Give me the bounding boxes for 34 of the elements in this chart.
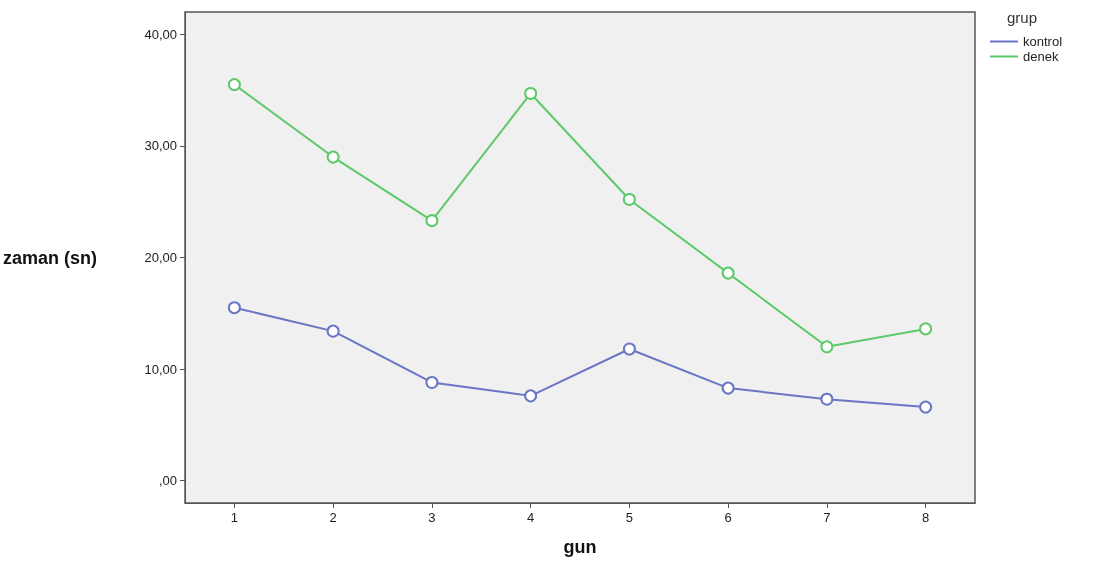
x-tick-label: 3 [428, 510, 436, 525]
x-tick-label: 2 [329, 510, 337, 525]
point [227, 301, 241, 315]
y-tick-label: 40,00 [144, 26, 178, 42]
y-tick-label: 30,00 [144, 138, 178, 154]
x-tick-label: 6 [724, 510, 732, 525]
y-tick-label: ,00 [158, 473, 178, 489]
point [721, 381, 735, 395]
point [820, 392, 834, 406]
y-tick-label: 20,00 [144, 250, 178, 265]
point [919, 322, 933, 336]
x-tick-label: 5 [625, 510, 633, 525]
point [919, 400, 933, 414]
point [227, 78, 241, 92]
legend-label: kontrol [1023, 34, 1063, 49]
legend-title: grup [1007, 9, 1038, 26]
point [622, 192, 636, 206]
point [622, 342, 636, 356]
point [820, 340, 834, 354]
x-tick-label: 7 [823, 510, 831, 525]
x-tick-label: 8 [922, 510, 930, 525]
point [326, 324, 340, 338]
point [425, 214, 439, 228]
legend-label: denek [1023, 49, 1059, 64]
point [326, 150, 340, 164]
point [524, 389, 538, 403]
x-tick-label: 4 [527, 510, 535, 525]
point [425, 375, 439, 389]
y-axis-title: zaman (sn) [2, 247, 98, 268]
x-tick-label: 1 [230, 510, 239, 525]
y-tick-label: 10,00 [144, 361, 178, 377]
point [524, 86, 538, 100]
x-axis-title: gun [563, 537, 597, 557]
point [721, 266, 735, 280]
